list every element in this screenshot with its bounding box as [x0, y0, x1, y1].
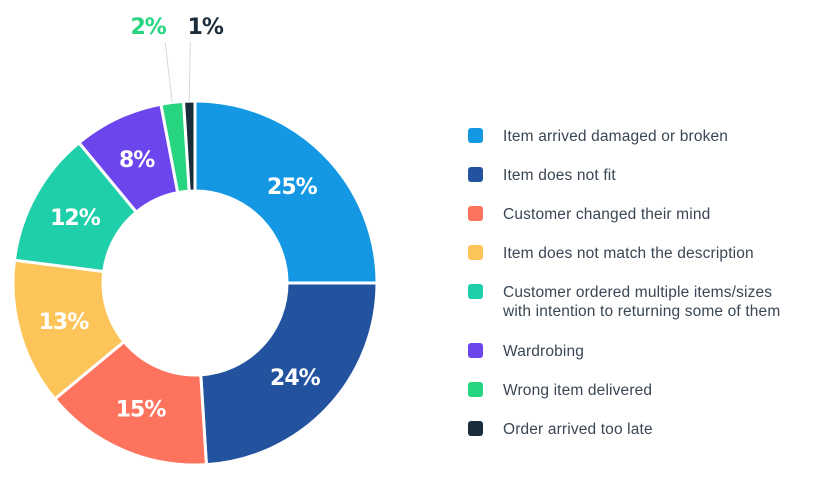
legend-item-4: Item does not match the description — [468, 244, 754, 263]
legend-label: Customer changed their mind — [503, 206, 711, 223]
legend-swatch — [468, 206, 483, 221]
legend-item-5: Customer ordered multiple items/sizes wi… — [468, 283, 780, 321]
legend-swatch — [468, 167, 483, 182]
legend-label: Item arrived damaged or broken — [503, 128, 729, 145]
legend-item-8: Order arrived too late — [468, 420, 653, 439]
slice-label-8: 1% — [188, 15, 224, 40]
slice-1 — [193, 99, 379, 285]
slice-label-3: 15% — [116, 398, 167, 423]
legend-item-7: Wrong item delivered — [468, 381, 652, 400]
slice-label-4: 13% — [39, 310, 90, 335]
legend-swatch — [468, 128, 483, 143]
slice-label-7: 2% — [131, 15, 167, 40]
slice-3 — [52, 339, 209, 467]
legend-label: Customer ordered multiple items/sizes wi… — [503, 284, 781, 320]
legend-item-1: Item arrived damaged or broken — [468, 127, 728, 146]
legend-swatch — [468, 245, 483, 260]
leader-line-8 — [188, 41, 191, 102]
legend-label: Order arrived too late — [503, 421, 653, 438]
slice-label-1: 25% — [267, 175, 318, 200]
legend-swatch — [468, 421, 483, 436]
leader-line-7 — [164, 41, 173, 103]
slice-label-6: 8% — [119, 148, 155, 173]
legend-item-6: Wardrobing — [468, 342, 584, 361]
legend-label: Item does not match the description — [503, 245, 754, 262]
legend-label: Wrong item delivered — [503, 382, 653, 399]
slice-8 — [181, 99, 197, 193]
legend-item-3: Customer changed their mind — [468, 205, 710, 224]
slice-label-2: 24% — [270, 366, 321, 391]
legend-swatch — [468, 343, 483, 358]
slice-2 — [199, 281, 379, 467]
slice-label-5: 12% — [50, 206, 101, 231]
legend-item-2: Item does not fit — [468, 166, 616, 185]
legend-label: Wardrobing — [503, 343, 585, 360]
legend-swatch — [468, 284, 483, 299]
legend-swatch — [468, 382, 483, 397]
legend-label: Item does not fit — [503, 167, 616, 184]
